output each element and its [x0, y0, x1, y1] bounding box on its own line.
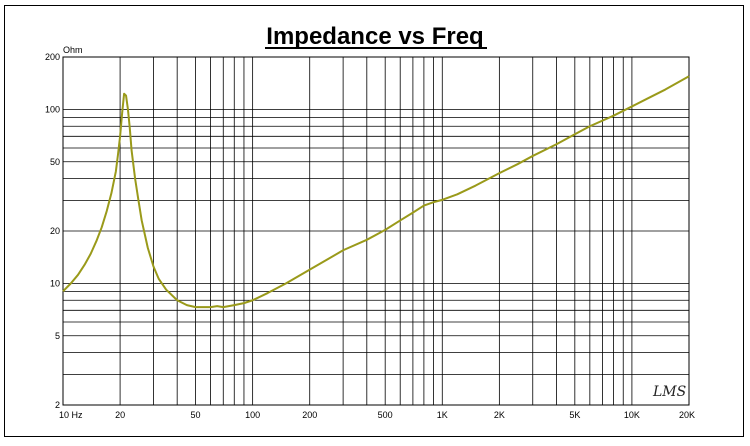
impedance-curve — [62, 75, 690, 309]
x-tick-label: 100 — [245, 410, 260, 420]
y-axis-unit-label: Ohm — [63, 45, 83, 55]
x-tick-label: 1K — [437, 410, 448, 420]
x-tick-label: 50 — [191, 410, 201, 420]
lms-watermark: LMS — [652, 384, 686, 400]
impedance-chart: Impedance vs Freq Ohm 2 5 10 20 50 100 200 10 … — [45, 23, 695, 420]
y-tick-label: 20 — [50, 226, 60, 236]
y-tick-label: 50 — [50, 157, 60, 167]
grid — [62, 56, 690, 406]
y-tick-label: 200 — [45, 52, 60, 62]
y-axis-ticks: 2 5 10 20 50 100 200 — [45, 52, 60, 410]
x-tick-label: 500 — [378, 410, 393, 420]
y-tick-label: 100 — [45, 104, 60, 114]
x-tick-label: 10K — [624, 410, 640, 420]
chart-frame: Impedance vs Freq Ohm 2 5 10 20 50 100 200 10 … — [4, 5, 744, 437]
series-layer — [62, 75, 690, 309]
plot-area-border — [62, 56, 690, 406]
x-tick-label: 2K — [494, 410, 505, 420]
x-axis-ticks: 10 Hz 20 50 100 200 500 1K 2K 5K 10K 20K — [59, 410, 695, 420]
y-tick-label: 2 — [55, 400, 60, 410]
x-tick-label: 20K — [679, 410, 695, 420]
x-tick-label: 5K — [569, 410, 580, 420]
x-tick-label: 20 — [115, 410, 125, 420]
x-tick-label: 200 — [302, 410, 317, 420]
y-tick-label: 5 — [55, 331, 60, 341]
x-tick-label: 10 Hz — [59, 410, 83, 420]
y-tick-label: 10 — [50, 278, 60, 288]
chart-title: Impedance vs Freq — [266, 23, 483, 50]
